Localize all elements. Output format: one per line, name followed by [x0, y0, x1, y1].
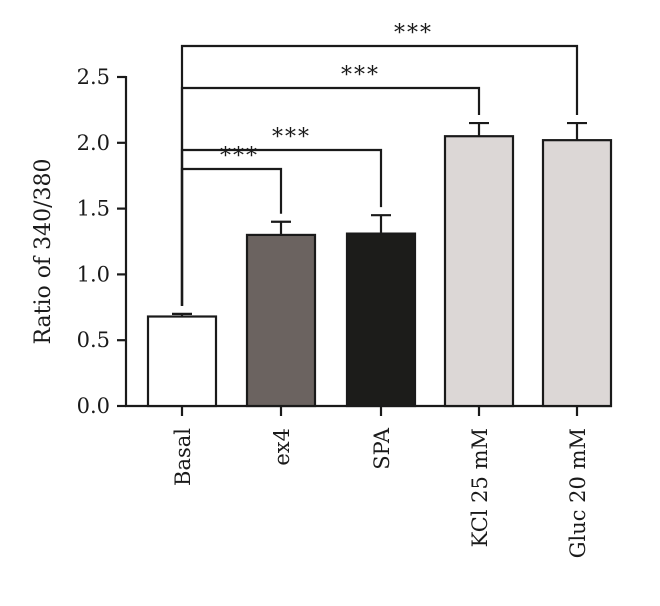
- error-bars: [172, 121, 587, 317]
- x-tick-label: Basal: [171, 428, 195, 486]
- y-tick-label: 0.5: [77, 328, 110, 352]
- significance-label: ***: [341, 63, 380, 88]
- y-axis-title: Ratio of 340/380: [31, 158, 56, 344]
- x-tick-label: Gluc 20 mM: [566, 428, 590, 558]
- bar: [245, 233, 317, 408]
- y-tick-label: 2.0: [77, 131, 110, 155]
- labels: 0.0 0.5 1.0 1.5 2.0 2.5 Ratio of 340/380 Basal e…: [31, 65, 590, 558]
- y-tick-label: 1.5: [77, 197, 110, 221]
- bar: [345, 232, 417, 408]
- x-tick-label: ex4: [270, 428, 294, 466]
- bar: [541, 139, 613, 408]
- significance-bracket: [180, 86, 481, 306]
- significance-bracket: [180, 44, 579, 306]
- x-tick-label: SPA: [370, 427, 394, 470]
- significance-label: ***: [272, 125, 311, 150]
- bars: [146, 135, 613, 408]
- significance-label: ***: [394, 21, 433, 46]
- x-tick-label: KCl 25 mM: [468, 428, 492, 547]
- y-tick-label: 0.0: [77, 394, 110, 418]
- bar: [146, 315, 218, 408]
- significance-label: ***: [220, 144, 259, 169]
- y-tick-label: 2.5: [77, 65, 110, 89]
- bar: [443, 135, 515, 408]
- y-tick-label: 1.0: [77, 262, 110, 286]
- significance-brackets: *** *** *** ***: [180, 21, 579, 306]
